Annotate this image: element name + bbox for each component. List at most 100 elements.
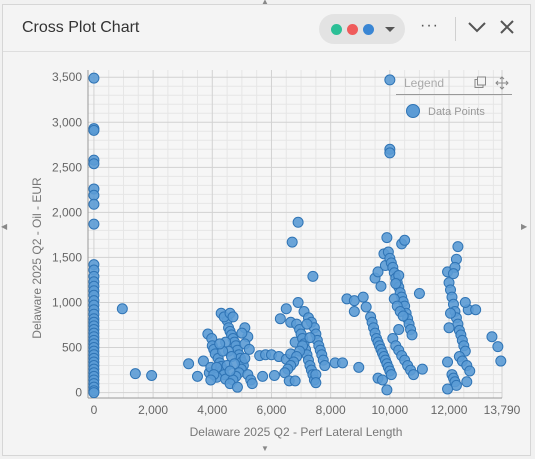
y-tick-label: 1,000: [52, 295, 82, 309]
chevron-down-icon: [385, 27, 395, 32]
data-point: [88, 198, 100, 210]
data-point: [381, 384, 393, 396]
data-point: [353, 361, 365, 373]
data-point: [408, 369, 420, 381]
data-point: [375, 280, 387, 292]
x-axis-title: Delaware 2025 Q2 - Perf Lateral Length: [189, 425, 403, 439]
data-point: [257, 370, 269, 382]
data-point: [191, 370, 203, 382]
data-point: [470, 304, 482, 316]
data-point: [443, 322, 455, 334]
series-color-dot-2: [347, 24, 358, 35]
y-tick-label: 0: [75, 386, 82, 400]
data-point: [214, 338, 226, 350]
data-point: [459, 296, 471, 308]
data-point: [464, 365, 476, 377]
y-tick-label: 1,500: [52, 250, 82, 264]
series-selector[interactable]: [319, 14, 405, 44]
panel-title: Cross Plot Chart: [22, 19, 140, 36]
data-point: [372, 266, 384, 278]
data-point: [246, 378, 258, 390]
data-point: [88, 387, 100, 399]
x-tick-label: 6,000: [256, 403, 286, 417]
collapse-icon[interactable]: [467, 18, 487, 38]
data-point: [495, 355, 507, 367]
data-point: [292, 296, 304, 308]
data-point: [289, 375, 301, 387]
resize-handle-left-icon[interactable]: ◀: [1, 222, 8, 231]
x-tick-label: 12,000: [431, 403, 468, 417]
y-axis-title: Delaware 2025 Q2 - Oil - EUR: [30, 177, 44, 339]
data-point: [486, 331, 498, 343]
legend-title: Legend: [404, 76, 445, 90]
series-color-dot-1: [331, 24, 342, 35]
y-tick-label: 500: [62, 341, 82, 355]
x-tick-label: 10,000: [371, 403, 408, 417]
resize-handle-top-icon[interactable]: ▲: [261, 0, 269, 6]
data-point: [146, 369, 158, 381]
data-point: [442, 383, 454, 395]
x-tick-label: 0: [91, 403, 98, 417]
resize-handle-bottom-icon[interactable]: ▼: [261, 444, 269, 453]
data-point: [231, 381, 243, 393]
y-tick-label: 2,000: [52, 205, 82, 219]
copy-icon[interactable]: [474, 76, 487, 89]
resize-handle-right-icon[interactable]: ▶: [521, 222, 528, 231]
legend-item-label[interactable]: Data Points: [428, 106, 485, 118]
data-point: [116, 303, 128, 315]
data-point: [301, 318, 313, 330]
panel-header: Cross Plot Chart ···: [3, 5, 530, 52]
data-point: [413, 287, 425, 299]
legend-marker: [406, 104, 420, 118]
data-point: [390, 278, 402, 290]
x-tick-label: 8,000: [316, 403, 346, 417]
data-point: [442, 356, 454, 368]
data-point: [274, 313, 286, 325]
data-point: [385, 369, 397, 381]
data-point: [336, 357, 348, 369]
data-point: [461, 376, 473, 388]
more-options-icon[interactable]: ···: [420, 17, 439, 34]
data-point: [88, 72, 100, 84]
data-point: [319, 360, 331, 372]
data-point: [397, 310, 409, 322]
data-point: [307, 270, 319, 282]
data-point: [452, 241, 464, 253]
data-point: [447, 268, 459, 280]
data-point: [445, 307, 457, 319]
data-point: [268, 369, 280, 381]
data-point: [205, 374, 217, 386]
data-point: [384, 147, 396, 159]
data-point: [381, 232, 393, 244]
data-point: [393, 324, 405, 336]
data-point: [357, 291, 369, 303]
data-point: [376, 374, 388, 386]
data-point: [129, 368, 141, 380]
x-tick-label: 13,790: [484, 403, 521, 417]
data-point: [227, 311, 239, 323]
x-tick-label: 2,000: [138, 403, 168, 417]
data-point: [197, 355, 209, 367]
move-icon[interactable]: [495, 76, 509, 90]
data-point: [88, 218, 100, 230]
data-point: [292, 216, 304, 228]
data-point: [88, 189, 100, 201]
data-point: [243, 343, 255, 355]
y-tick-label: 2,500: [52, 160, 82, 174]
header-divider: [455, 17, 456, 41]
series-color-dot-3: [363, 24, 374, 35]
legend-divider: [396, 94, 512, 95]
data-point: [384, 74, 396, 86]
data-point: [310, 377, 322, 389]
data-point: [304, 332, 316, 344]
data-point: [88, 124, 100, 136]
data-point: [239, 352, 251, 364]
data-point: [416, 363, 428, 375]
data-point: [280, 303, 292, 315]
data-point: [236, 327, 248, 339]
y-tick-label: 3,500: [52, 70, 82, 84]
x-tick-label: 4,000: [197, 403, 227, 417]
close-icon[interactable]: [499, 19, 515, 35]
data-point: [360, 301, 372, 313]
